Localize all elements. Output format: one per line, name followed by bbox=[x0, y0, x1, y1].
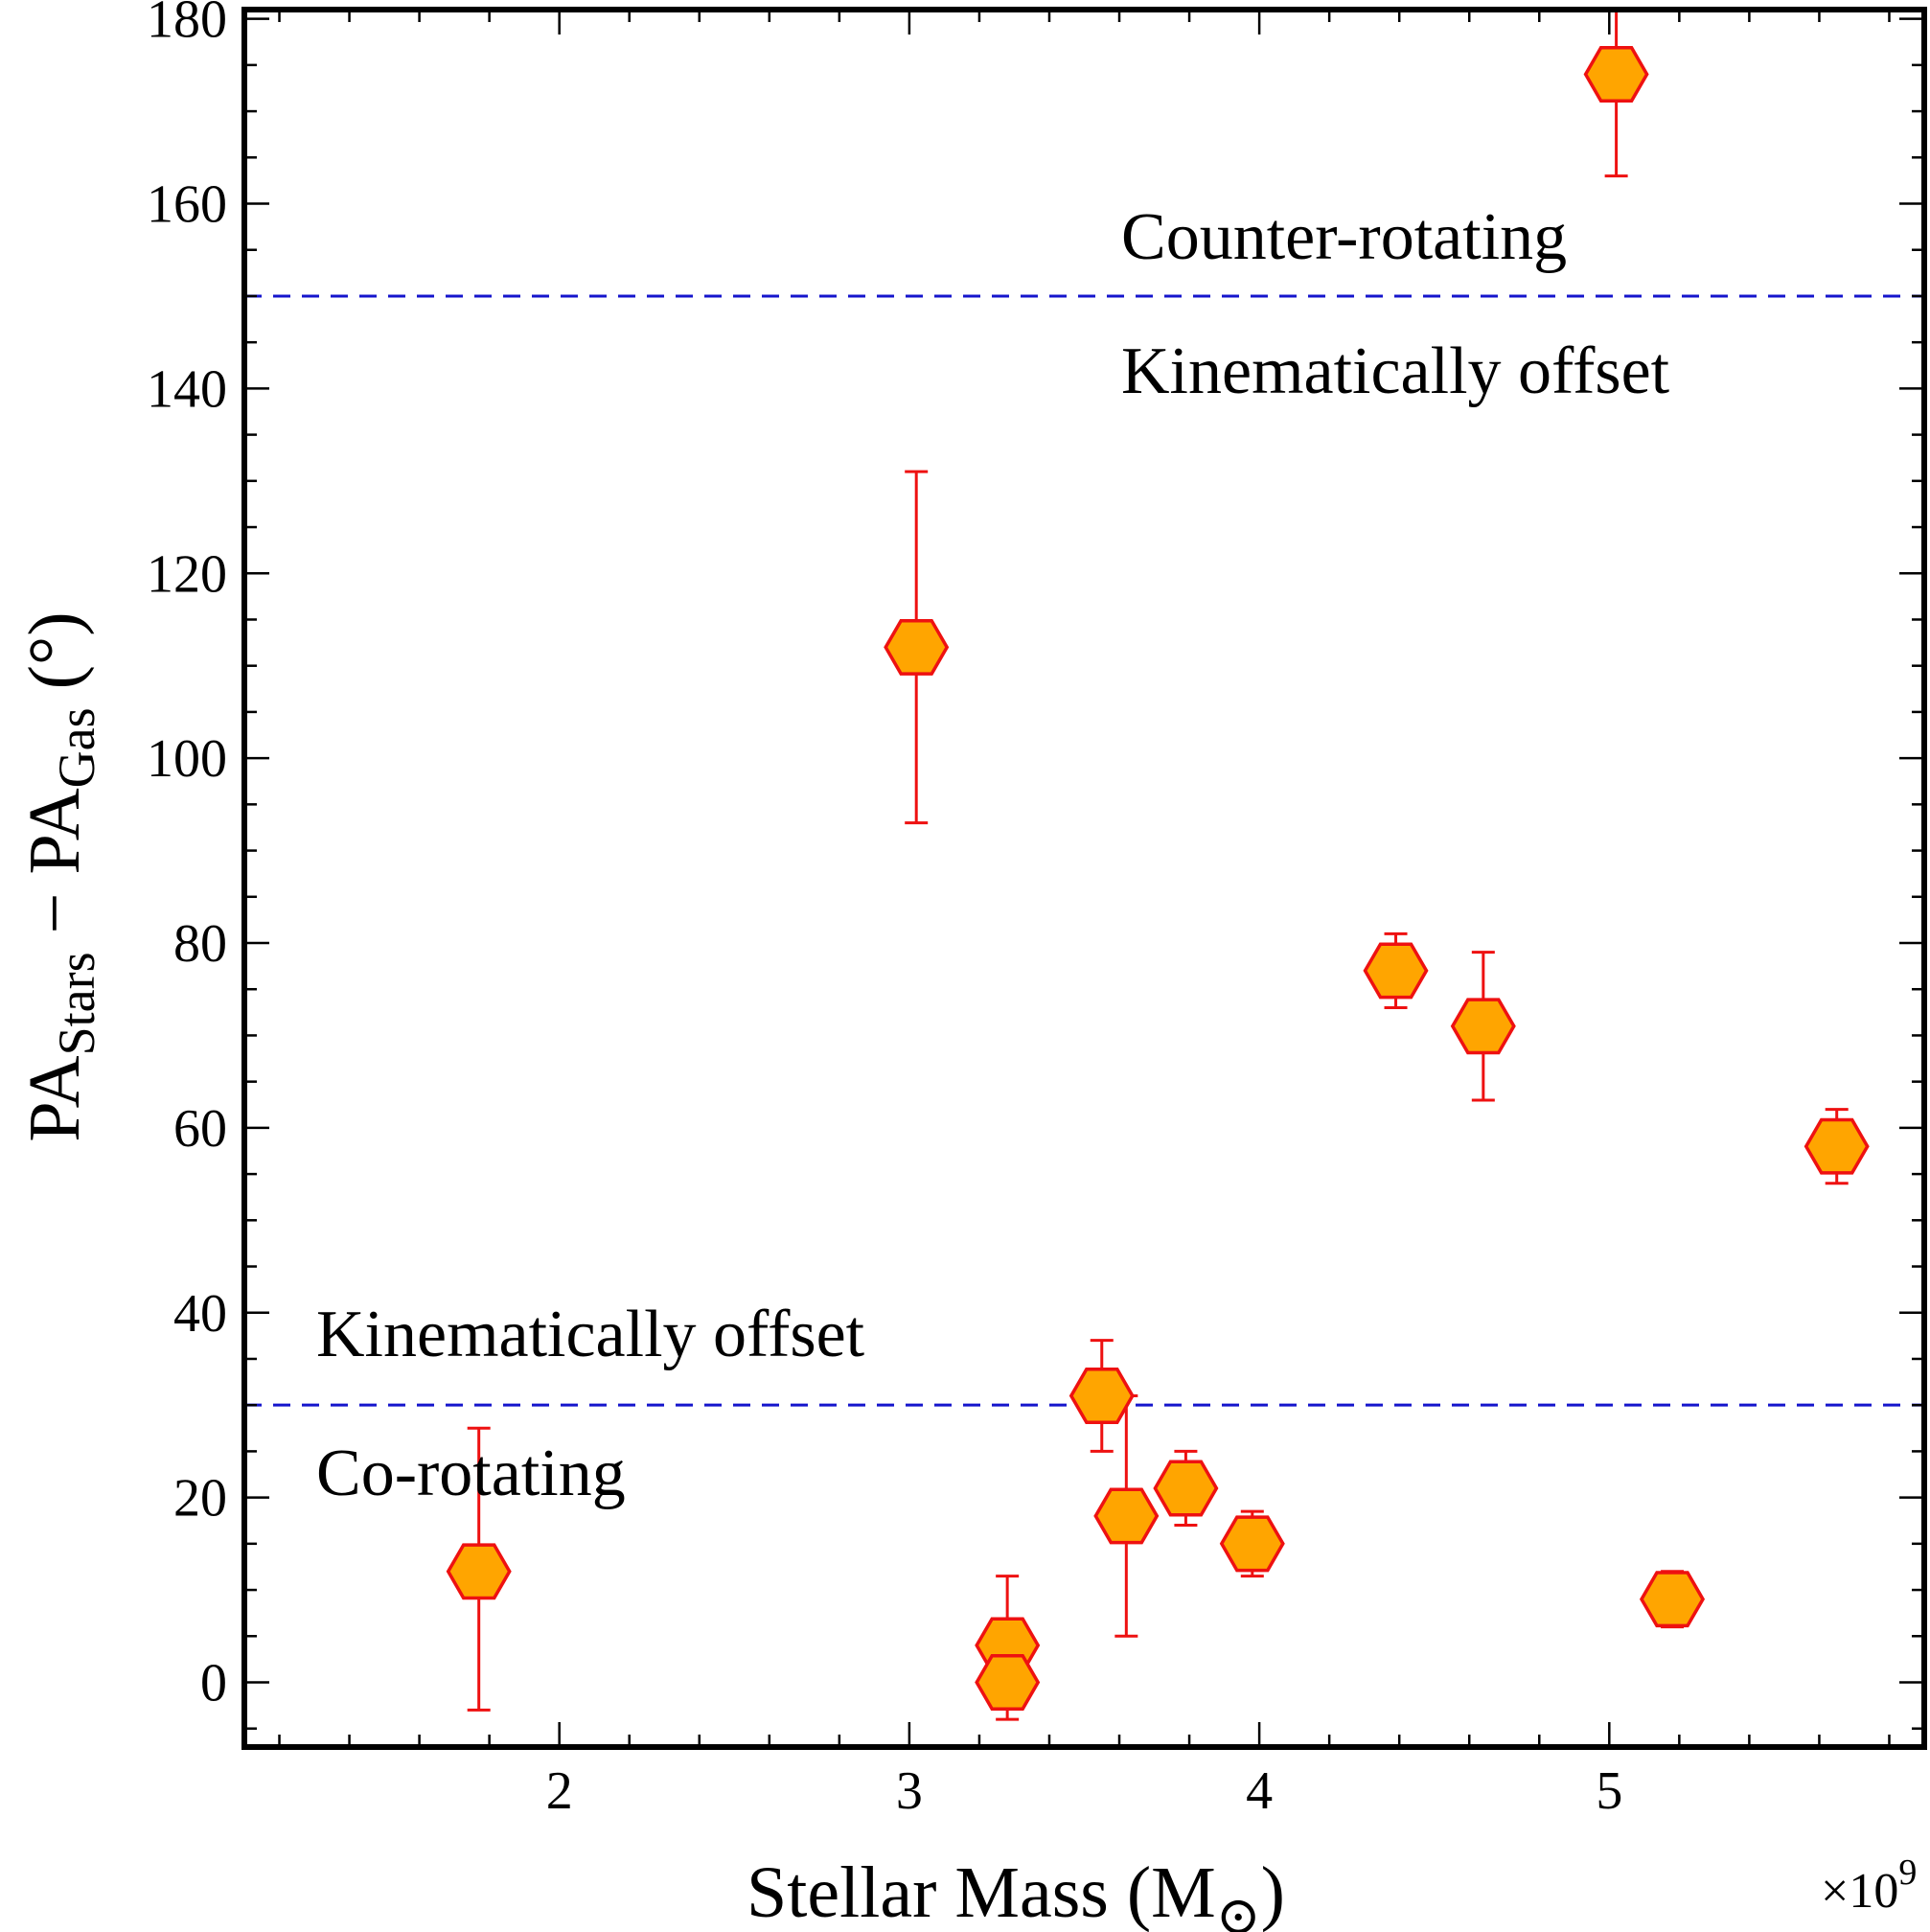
data-point bbox=[1804, 1117, 1870, 1175]
y-tick-label: 120 bbox=[147, 544, 227, 604]
y-tick-label: 40 bbox=[173, 1284, 227, 1344]
data-point bbox=[1639, 1571, 1706, 1628]
x-tick-label: 4 bbox=[1246, 1761, 1273, 1821]
data-point bbox=[1068, 1368, 1135, 1425]
y-tick-label: 60 bbox=[173, 1099, 227, 1159]
data-point bbox=[446, 1543, 512, 1600]
data-point bbox=[975, 1654, 1041, 1711]
data-point bbox=[884, 618, 950, 676]
y-tick-label: 20 bbox=[173, 1469, 227, 1529]
plot-frame bbox=[241, 7, 1927, 1750]
y-axis-title: PAStars − PAGas (°) bbox=[14, 611, 105, 1141]
y-tick-label: 140 bbox=[147, 359, 227, 419]
x-tick-label: 2 bbox=[546, 1761, 573, 1821]
data-markers bbox=[446, 46, 1870, 1711]
data-point bbox=[1450, 998, 1516, 1055]
y-tick-label: 0 bbox=[200, 1653, 227, 1713]
y-tick-label: 160 bbox=[147, 175, 227, 235]
annotation-counter-rotating: Counter-rotating bbox=[1121, 200, 1567, 274]
data-point bbox=[1363, 942, 1429, 1000]
data-point bbox=[1153, 1460, 1219, 1517]
x-multiplier: ×109 bbox=[1821, 1852, 1917, 1919]
data-point bbox=[1219, 1515, 1285, 1573]
data-point bbox=[1583, 46, 1649, 103]
x-tick-label: 5 bbox=[1596, 1761, 1622, 1821]
y-tick-label: 180 bbox=[147, 0, 227, 50]
annotation-kinematically-offset-lower: Kinematically offset bbox=[316, 1298, 865, 1371]
threshold-lines bbox=[244, 294, 1924, 1407]
annotation-co-rotating: Co-rotating bbox=[316, 1437, 626, 1510]
x-tick-label: 3 bbox=[896, 1761, 923, 1821]
tick-labels: 2 3 4 5 0 20 40 60 80 100 120 140 160 180 bbox=[147, 0, 1622, 1821]
x-axis-title: Stellar Mass (M⊙) bbox=[747, 1852, 1285, 1932]
data-point bbox=[1093, 1487, 1160, 1545]
y-tick-label: 80 bbox=[173, 914, 227, 974]
annotation-kinematically-offset-upper: Kinematically offset bbox=[1121, 334, 1670, 408]
y-tick-label: 100 bbox=[147, 729, 227, 789]
